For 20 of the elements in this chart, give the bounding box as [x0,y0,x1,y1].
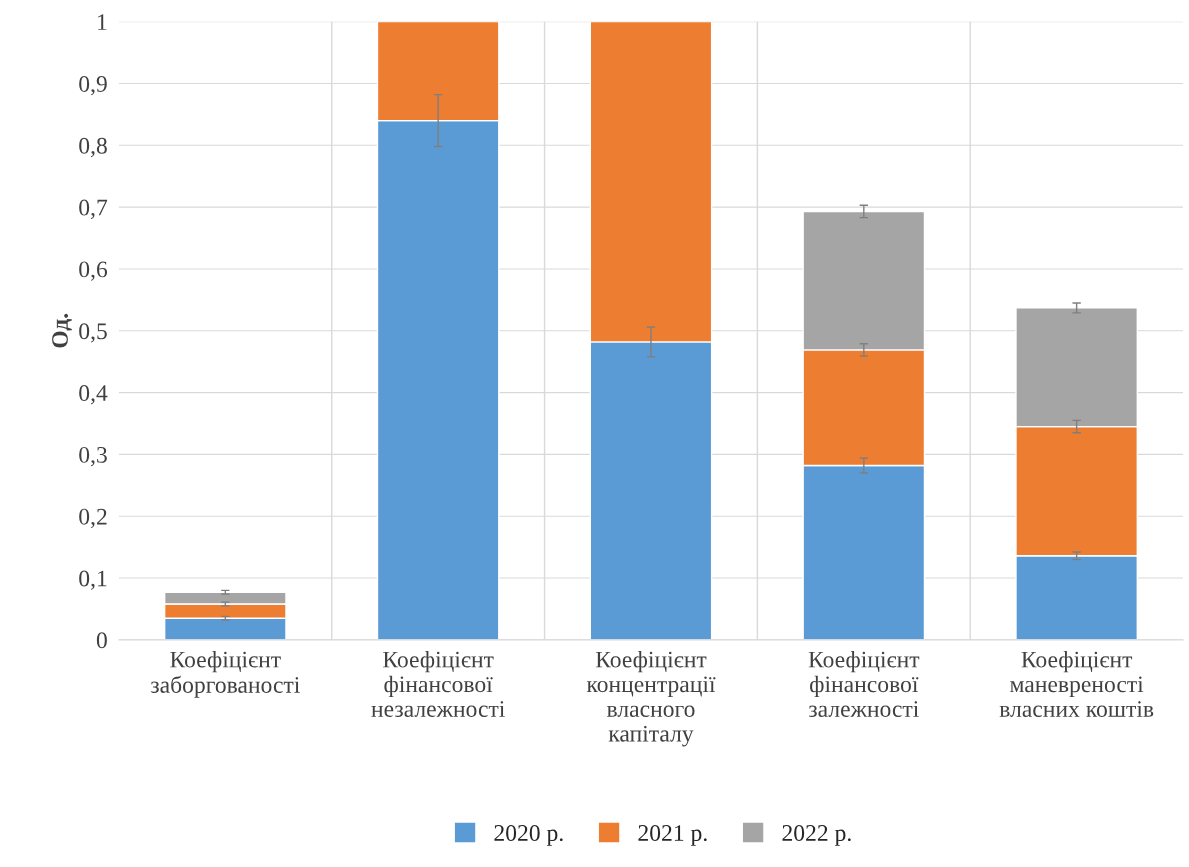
y-tick-label: 0,9 [79,75,107,96]
y-tick-label: 1 [98,14,107,30]
y-tick-label: 0,1 [79,570,107,590]
legend-label: 2020 р. [494,825,563,846]
x-tick-label: Коефіцієнт фінансової залежності [808,650,920,717]
x-tick-label: Коефіцієнт маневреності власних коштів [999,650,1154,717]
y-tick-label: 0,6 [79,261,108,281]
y-tick-label: 0 [96,632,107,649]
legend-label: 2022 р. [782,825,851,846]
y-axis-title: Од. [52,313,72,348]
y-tick-label: 0,5 [79,323,107,343]
y-tick-label: 0,4 [79,385,108,405]
x-tick-label: Коефіцієнт концентрації власного капіталу [586,650,716,747]
y-tick-label: 0,8 [79,137,107,158]
x-tick-label: Коефіцієнт фінансової незалежності [371,650,505,717]
y-tick-label: 0,2 [79,508,107,529]
y-tick-label: 0,3 [79,446,107,467]
y-tick-label: 0,7 [79,199,108,219]
legend-label: 2021 р. [638,825,707,846]
x-tick-label: Коефіцієнт заборгованості [150,650,300,698]
